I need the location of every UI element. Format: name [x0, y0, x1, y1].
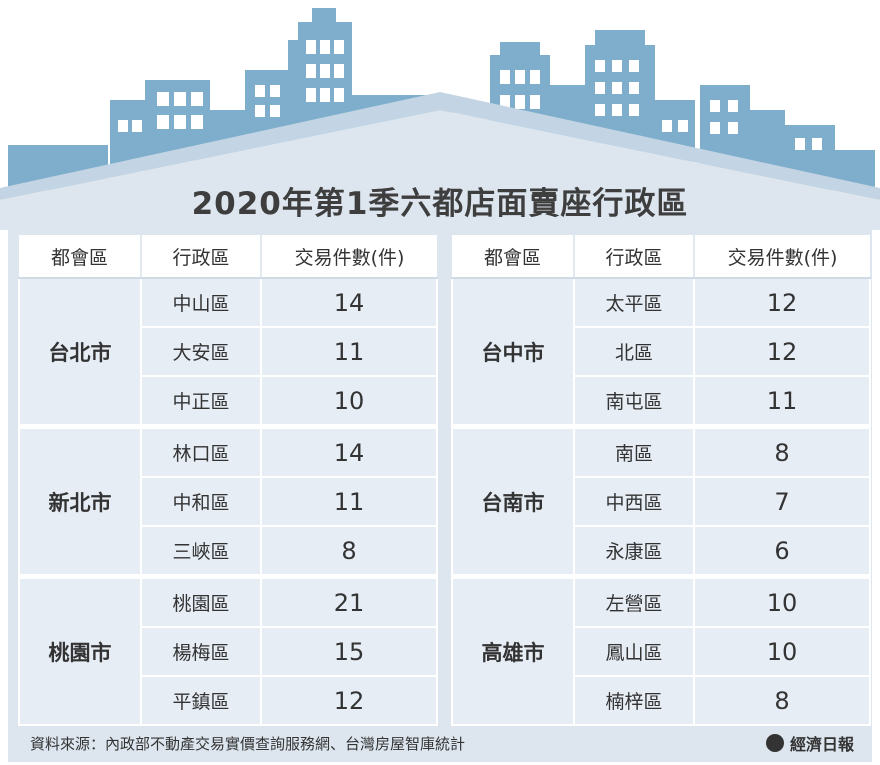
- count-cell: 14: [260, 277, 438, 328]
- count-cell: 14: [260, 424, 438, 478]
- table-row: 高雄市 左營區 10: [451, 574, 871, 726]
- count-cell: 10: [693, 574, 871, 628]
- count-cell: 8: [693, 675, 871, 726]
- table-row: 桃園市 桃園區 21: [18, 574, 438, 726]
- footer-bar: [8, 722, 872, 762]
- district-cell: 中西區: [573, 476, 695, 527]
- table-row: 楠梓區 8: [452, 675, 871, 726]
- district-cell: 林口區: [140, 424, 262, 478]
- header-metro: 都會區: [452, 235, 575, 279]
- count-cell: 7: [693, 476, 871, 527]
- roof-fill: [0, 110, 880, 230]
- right-table-body: 台中市 太平區 12 北區 12 南屯區 11 台南市 南區 8 中西區 7 永康區 6 高雄市 左營區 10 鳳…: [451, 277, 871, 726]
- count-cell: 10: [260, 375, 438, 428]
- metro-cell: 桃園市: [18, 574, 142, 726]
- left-table: 都會區 行政區 交易件數(件) 台北市 中山區 14 大安區 11 中正區 10 新北市 林口區…: [18, 235, 438, 726]
- district-cell: 中正區: [140, 375, 262, 428]
- district-cell: 三峽區: [140, 525, 262, 578]
- left-table-body: 台北市 中山區 14 大安區 11 中正區 10 新北市 林口區 14 中和區 11 三峽區 8 桃園市 桃園…: [18, 277, 438, 726]
- district-cell: 楠梓區: [573, 675, 695, 726]
- metro-cell: 台中市: [451, 277, 575, 428]
- count-cell: 10: [693, 626, 871, 677]
- district-cell: 大安區: [140, 326, 262, 377]
- count-cell: 12: [693, 326, 871, 377]
- table-row: 平鎮區 12: [19, 675, 438, 726]
- windows: [118, 40, 822, 150]
- count-cell: 6: [693, 525, 871, 578]
- district-cell: 楊梅區: [140, 626, 262, 677]
- metro-cell: 台北市: [18, 277, 142, 428]
- table-row: 大安區 11: [19, 326, 438, 377]
- count-cell: 12: [260, 675, 438, 726]
- district-cell: 鳳山區: [573, 626, 695, 677]
- metro-cell: 新北市: [18, 424, 142, 578]
- metro-cell: 台南市: [451, 424, 575, 578]
- source-note: 資料來源：內政部不動產交易實價查詢服務網、台灣房屋智庫統計: [30, 735, 466, 753]
- district-cell: 南屯區: [573, 375, 695, 428]
- count-cell: 11: [260, 476, 438, 527]
- count-cell: 11: [693, 375, 871, 428]
- count-cell: 8: [260, 525, 438, 578]
- logo-text: 經濟日報: [789, 735, 854, 754]
- count-cell: 21: [260, 574, 438, 628]
- district-cell: 中和區: [140, 476, 262, 527]
- table-row: 中西區 7: [452, 476, 871, 527]
- table-row: 中和區 11: [19, 476, 438, 527]
- right-table: 都會區 行政區 交易件數(件) 台中市 太平區 12 北區 12 南屯區 11 台南市 南區 8 中…: [451, 235, 871, 726]
- table-row: 三峽區 8: [19, 525, 438, 578]
- metro-cell: 高雄市: [451, 574, 575, 726]
- table-header-row: 都會區 行政區 交易件數(件): [19, 235, 437, 279]
- table-row: 鳳山區 10: [452, 626, 871, 677]
- district-cell: 太平區: [573, 277, 695, 328]
- header-count: 交易件數(件): [261, 235, 437, 279]
- count-cell: 15: [260, 626, 438, 677]
- district-cell: 北區: [573, 326, 695, 377]
- table-row: 台北市 中山區 14: [18, 277, 438, 428]
- table-row: 楊梅區 15: [19, 626, 438, 677]
- district-cell: 中山區: [140, 277, 262, 328]
- header-count: 交易件數(件): [694, 235, 870, 279]
- district-cell: 平鎮區: [140, 675, 262, 726]
- publisher-logo: 經濟日報: [765, 731, 854, 755]
- district-cell: 永康區: [573, 525, 695, 578]
- table-row: 北區 12: [452, 326, 871, 377]
- district-cell: 桃園區: [140, 574, 262, 628]
- table-row: 台南市 南區 8: [451, 424, 871, 578]
- table-header-row: 都會區 行政區 交易件數(件): [452, 235, 870, 279]
- table-row: 台中市 太平區 12: [451, 277, 871, 428]
- count-cell: 12: [693, 277, 871, 328]
- chart-title: 2020年第1季六都店面賣座行政區: [191, 186, 689, 222]
- header-district: 行政區: [141, 235, 262, 279]
- logo-icon: [765, 734, 784, 752]
- count-cell: 8: [693, 424, 871, 478]
- table-row: 永康區 6: [452, 525, 871, 578]
- header-district: 行政區: [574, 235, 695, 279]
- count-cell: 11: [260, 326, 438, 377]
- district-cell: 左營區: [573, 574, 695, 628]
- table-row: 新北市 林口區 14: [18, 424, 438, 578]
- table-row: 中正區 10: [19, 375, 438, 428]
- table-row: 南屯區 11: [452, 375, 871, 428]
- district-cell: 南區: [573, 424, 695, 478]
- header-metro: 都會區: [19, 235, 142, 279]
